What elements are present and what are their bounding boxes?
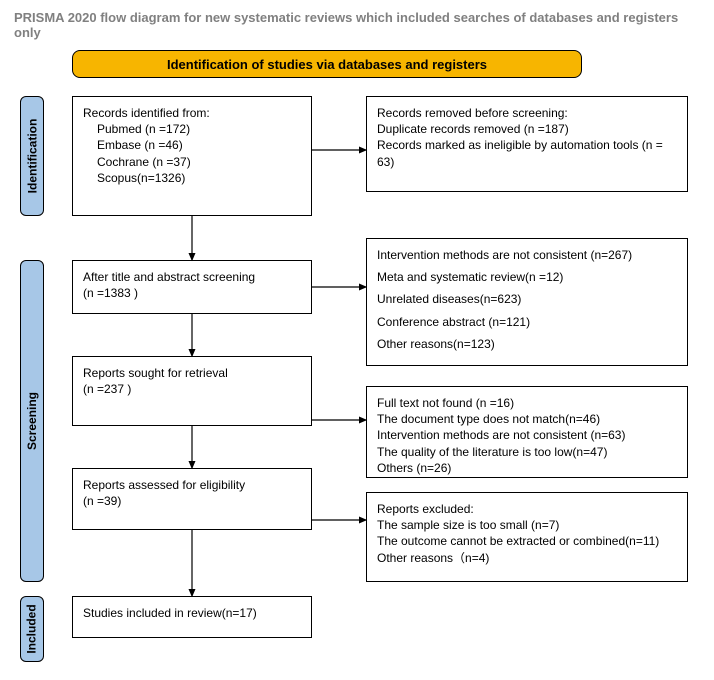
removed-line: Records removed before screening: bbox=[377, 105, 677, 121]
identified-title: Records identified from: bbox=[83, 105, 301, 121]
exclude3-line: The outcome cannot be extracted or combi… bbox=[377, 533, 677, 549]
sought-line: (n =237 ) bbox=[83, 381, 301, 397]
exclude2-line: Others (n=26) bbox=[377, 460, 677, 476]
after-line: After title and abstract screening bbox=[83, 269, 301, 285]
exclude3-line: Reports excluded: bbox=[377, 501, 677, 517]
included-line: Studies included in review(n=17) bbox=[83, 605, 301, 621]
removed-line: Records marked as ineligible by automati… bbox=[377, 137, 677, 169]
box-assessed: Reports assessed for eligibility (n =39) bbox=[72, 468, 312, 530]
phase-included-label: Included bbox=[25, 604, 39, 653]
phase-included: Included bbox=[20, 596, 44, 662]
box-exclude-2: Full text not found (n =16) The document… bbox=[366, 386, 688, 478]
page-title: PRISMA 2020 flow diagram for new systema… bbox=[14, 10, 700, 40]
identified-line: Pubmed (n =172) bbox=[83, 121, 301, 137]
identified-line: Embase (n =46) bbox=[83, 137, 301, 153]
box-exclude-1: Intervention methods are not consistent … bbox=[366, 238, 688, 366]
exclude3-line: Other reasons（n=4) bbox=[377, 550, 677, 566]
assessed-line: (n =39) bbox=[83, 493, 301, 509]
box-sought: Reports sought for retrieval (n =237 ) bbox=[72, 356, 312, 426]
after-line: (n =1383 ) bbox=[83, 285, 301, 301]
box-exclude-3: Reports excluded: The sample size is too… bbox=[366, 492, 688, 582]
identified-line: Cochrane (n =37) bbox=[83, 154, 301, 170]
exclude1-line: Intervention methods are not consistent … bbox=[377, 247, 677, 263]
sought-line: Reports sought for retrieval bbox=[83, 365, 301, 381]
exclude1-line: Unrelated diseases(n=623) bbox=[377, 291, 677, 307]
exclude2-line: The quality of the literature is too low… bbox=[377, 444, 677, 460]
exclude1-line: Meta and systematic review(n =12) bbox=[377, 269, 677, 285]
header-bar: Identification of studies via databases … bbox=[72, 50, 582, 78]
identified-line: Scopus(n=1326) bbox=[83, 170, 301, 186]
box-after-screening: After title and abstract screening (n =1… bbox=[72, 260, 312, 314]
assessed-line: Reports assessed for eligibility bbox=[83, 477, 301, 493]
phase-identification: Identification bbox=[20, 96, 44, 216]
exclude2-line: Intervention methods are not consistent … bbox=[377, 427, 677, 443]
exclude1-line: Other reasons(n=123) bbox=[377, 336, 677, 352]
phase-screening-label: Screening bbox=[25, 392, 39, 450]
exclude2-line: Full text not found (n =16) bbox=[377, 395, 677, 411]
phase-identification-label: Identification bbox=[25, 119, 39, 194]
exclude2-line: The document type does not match(n=46) bbox=[377, 411, 677, 427]
box-removed: Records removed before screening: Duplic… bbox=[366, 96, 688, 192]
removed-line: Duplicate records removed (n =187) bbox=[377, 121, 677, 137]
box-identified: Records identified from: Pubmed (n =172)… bbox=[72, 96, 312, 216]
phase-screening: Screening bbox=[20, 260, 44, 582]
exclude3-line: The sample size is too small (n=7) bbox=[377, 517, 677, 533]
exclude1-line: Conference abstract (n=121) bbox=[377, 314, 677, 330]
prisma-diagram: Identification of studies via databases … bbox=[14, 50, 700, 670]
box-included: Studies included in review(n=17) bbox=[72, 596, 312, 638]
